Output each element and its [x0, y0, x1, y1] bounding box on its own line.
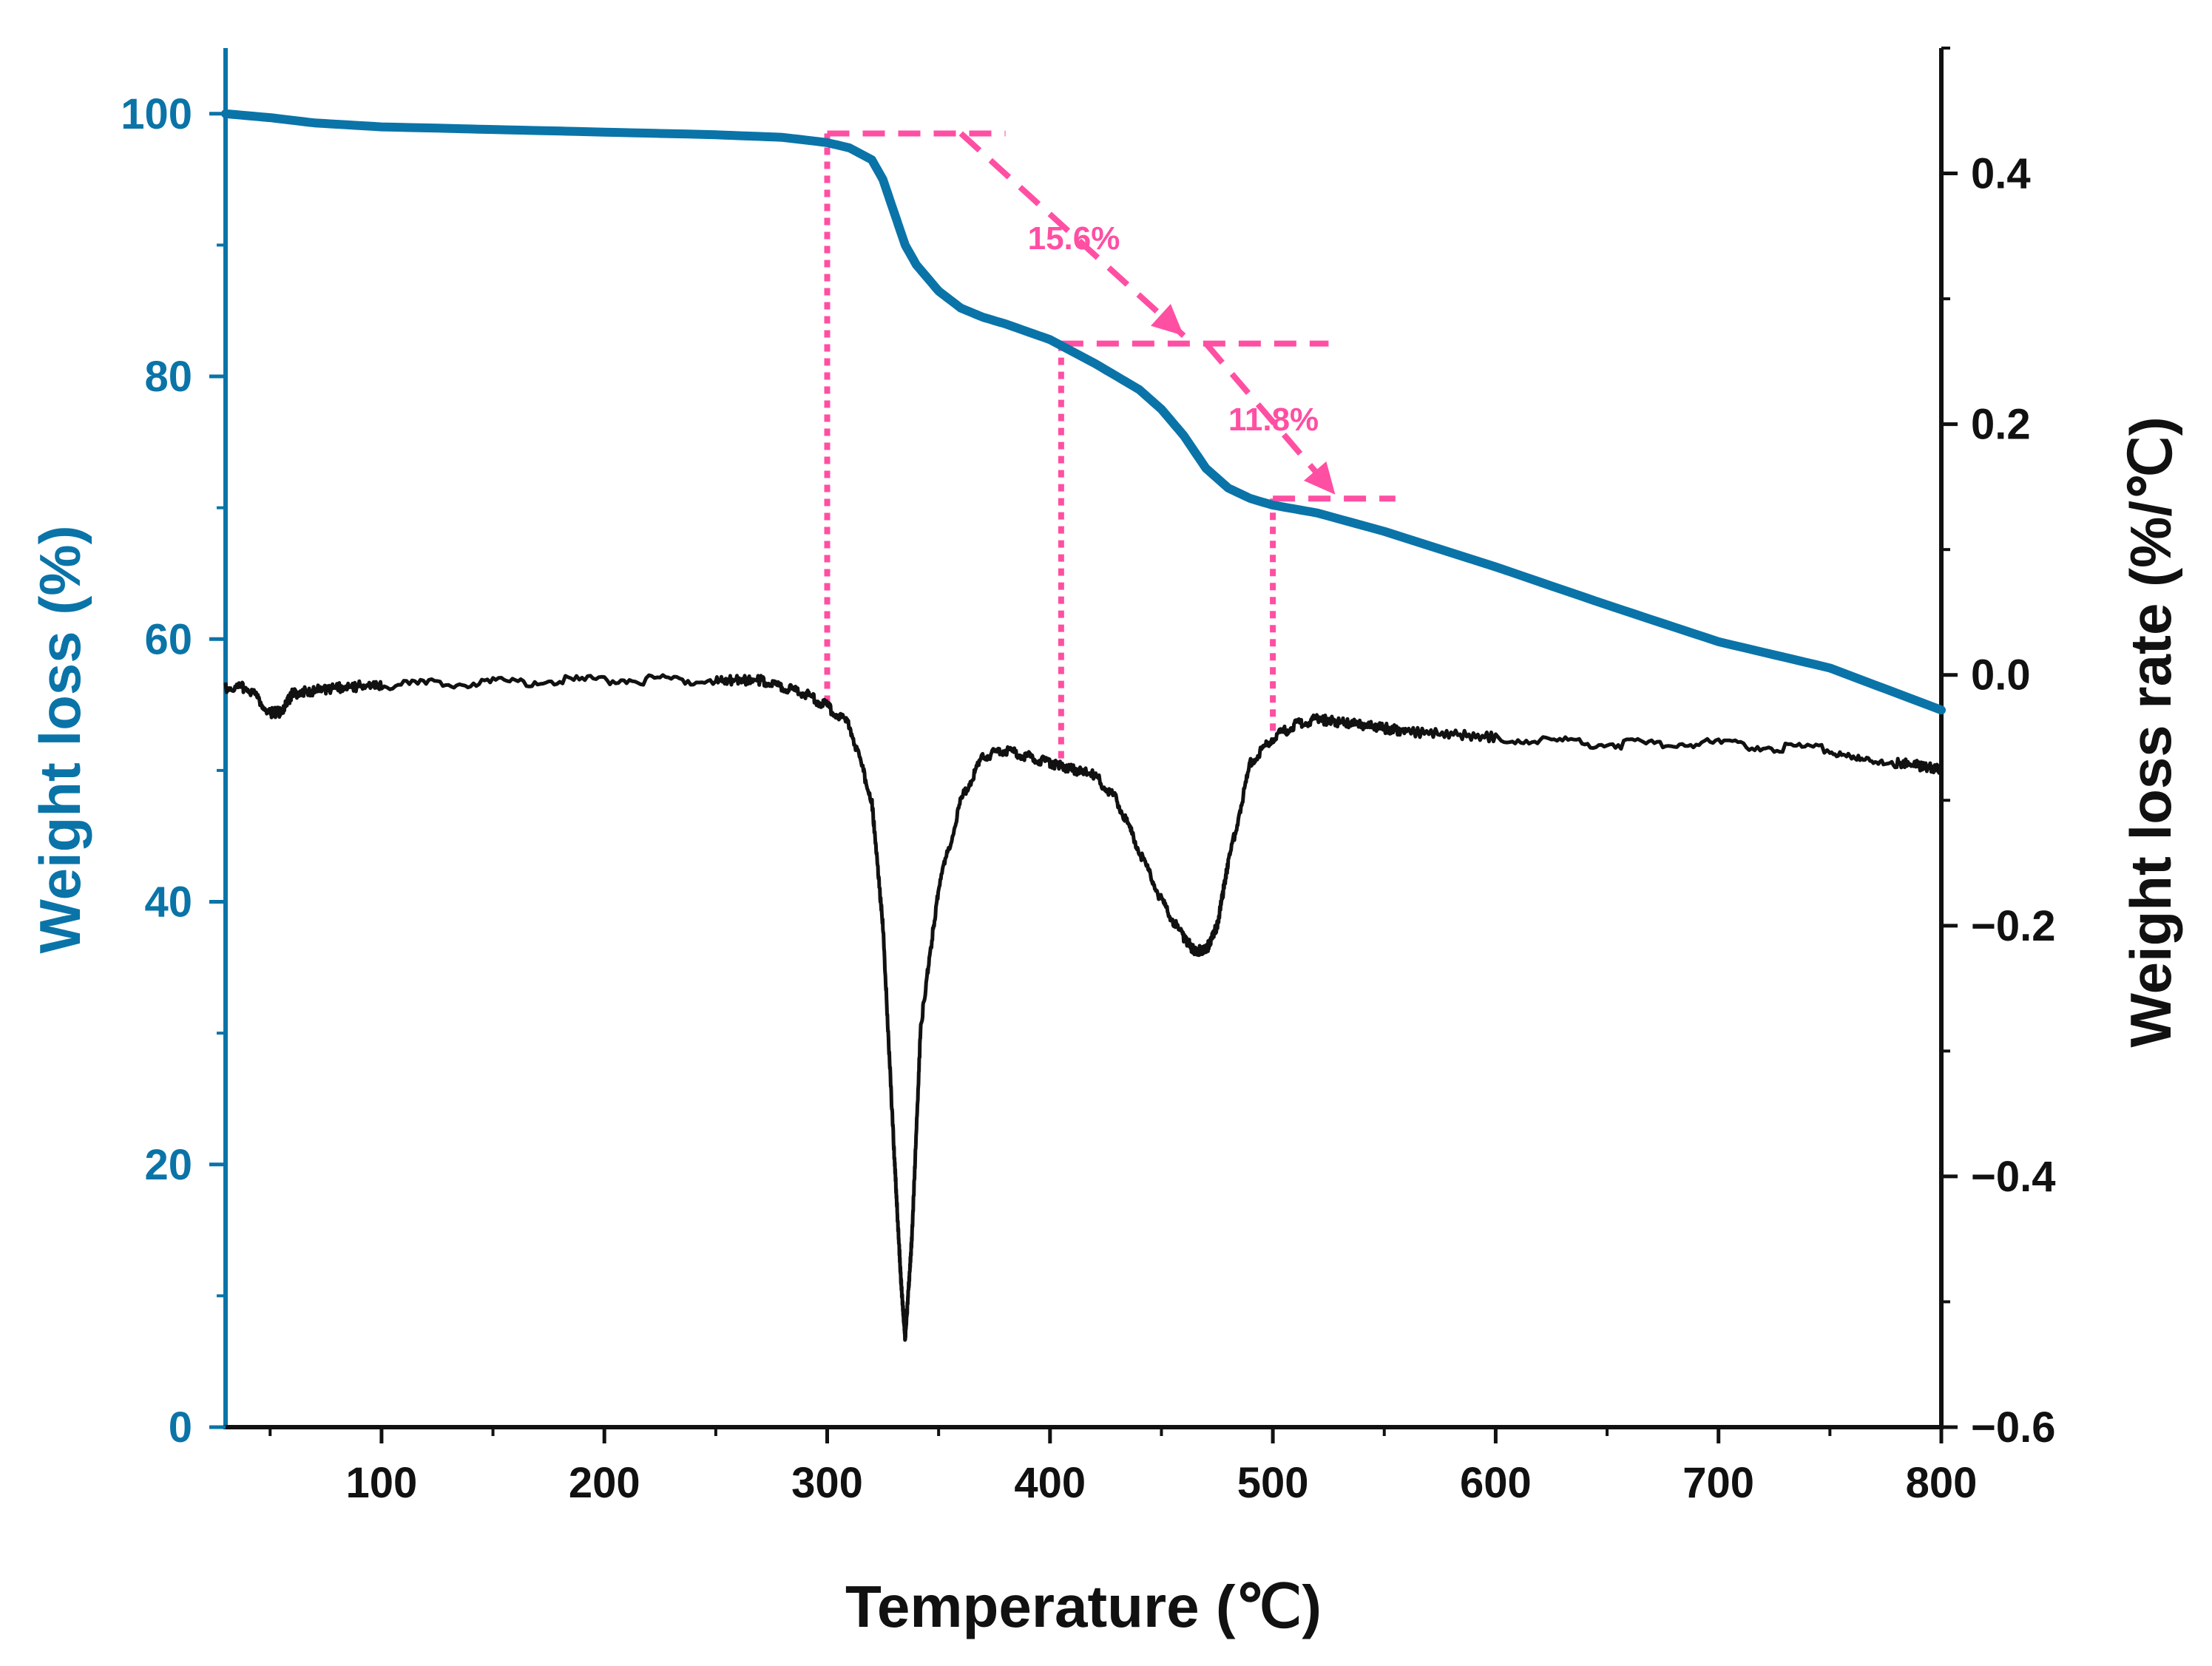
- x-tick-label: 100: [346, 1459, 418, 1507]
- left-tick-label: 20: [144, 1141, 192, 1189]
- left-axis-label: Weight loss (%): [27, 525, 92, 953]
- guide-arrow-head: [1303, 461, 1336, 495]
- x-tick-label: 700: [1682, 1459, 1754, 1507]
- x-tick-label: 500: [1237, 1459, 1309, 1507]
- left-tick-label: 60: [144, 615, 192, 663]
- annotation-labels: 15.6% 11.8%: [1028, 220, 1319, 438]
- left-axis-ticks: 0 20 40 60 80 100: [121, 90, 226, 1452]
- annotation-guides: [824, 130, 1396, 766]
- guide-arrow-head: [1151, 303, 1184, 336]
- x-tick-label: 600: [1460, 1459, 1532, 1507]
- tg-series-line: [221, 109, 1946, 715]
- guide-arrow-line: [1203, 342, 1338, 497]
- right-axis-label: Weight loss rate (%/℃): [2118, 416, 2183, 1047]
- guide-arrow-line: [958, 131, 1186, 338]
- x-tick-label: 300: [791, 1459, 863, 1507]
- x-tick-label: 400: [1014, 1459, 1086, 1507]
- x-tick-label: 200: [569, 1459, 640, 1507]
- axes-frame: [223, 48, 1944, 1429]
- annotation-label-1: 15.6%: [1028, 220, 1120, 257]
- right-tick-label: 0.0: [1971, 651, 2031, 700]
- right-tick-label: −0.4: [1971, 1153, 2056, 1201]
- annotation-label-2: 11.8%: [1228, 402, 1319, 438]
- right-tick-label: 0.4: [1971, 150, 2031, 198]
- left-tick-label: 0: [169, 1403, 192, 1452]
- dtg-series-line: [223, 673, 1944, 1342]
- right-tick-label: −0.6: [1971, 1403, 2056, 1452]
- right-axis-ticks: −0.6 −0.4 −0.2 0.0 0.2 0.4: [1941, 47, 2056, 1452]
- right-tick-label: −0.2: [1971, 902, 2056, 950]
- left-tick-label: 80: [144, 353, 192, 401]
- x-tick-label: 800: [1906, 1459, 1978, 1507]
- right-tick-label: 0.2: [1971, 401, 2031, 449]
- left-tick-label: 100: [121, 90, 192, 138]
- x-axis-ticks: 100 200 300 400 500 600 700 800: [268, 1427, 1978, 1507]
- left-tick-label: 40: [144, 878, 192, 927]
- x-axis-label: Temperature (℃): [845, 1574, 1322, 1639]
